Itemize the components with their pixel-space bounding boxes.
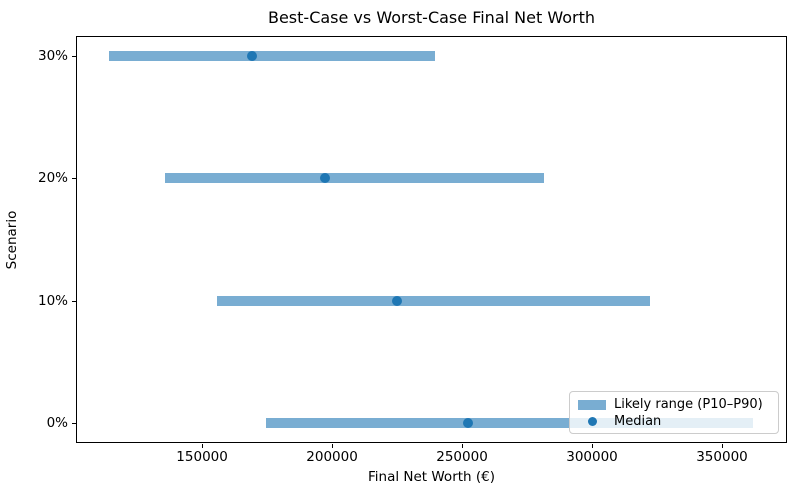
x-axis-tick-label: 200000 — [306, 449, 358, 465]
range-bar — [165, 173, 544, 184]
x-axis-tick-label: 250000 — [436, 449, 488, 465]
x-axis-tick-label: 300000 — [566, 449, 618, 465]
median-dot — [392, 295, 403, 306]
legend-label-range: Likely range (P10–P90) — [614, 397, 763, 412]
y-axis-tick-label: 30% — [37, 48, 68, 64]
x-axis-tick-label: 150000 — [176, 449, 228, 465]
legend-label-median: Median — [614, 414, 662, 429]
range-bar — [266, 418, 753, 428]
x-axis-label: Final Net Worth (€) — [367, 469, 496, 485]
y-axis-tick-mark — [72, 56, 76, 57]
x-axis-tick-mark — [332, 444, 334, 448]
plot-area — [76, 36, 787, 443]
y-axis-tick-label: 0% — [46, 415, 68, 431]
x-axis-tick-label: 350000 — [696, 449, 748, 465]
range-bar-swatch-icon — [578, 399, 606, 410]
x-axis-tick-mark — [592, 444, 594, 448]
legend: Likely range (P10–P90) Median — [569, 391, 779, 434]
y-axis-tick-mark — [72, 423, 76, 424]
y-axis-tick-label: 10% — [37, 292, 68, 309]
median-dot-swatch-holder — [578, 417, 606, 426]
range-bar — [109, 51, 435, 61]
legend-row-median: Median — [578, 413, 770, 430]
range-bar — [217, 295, 650, 306]
x-axis-tick-mark — [202, 444, 204, 448]
legend-row-range: Likely range (P10–P90) — [578, 396, 770, 413]
y-axis-tick-mark — [72, 178, 76, 180]
median-dot-swatch-icon — [587, 417, 597, 426]
y-axis-tick-mark — [72, 300, 76, 302]
x-axis-tick-mark — [462, 444, 464, 448]
x-axis-tick-mark — [722, 444, 723, 448]
median-dot — [463, 418, 474, 428]
chart-title: Best-Case vs Worst-Case Final Net Worth — [267, 8, 595, 27]
median-dot — [246, 51, 257, 61]
y-axis-tick-label: 20% — [37, 170, 68, 187]
median-dot — [320, 173, 331, 184]
y-axis-label: Scenario — [4, 210, 20, 270]
